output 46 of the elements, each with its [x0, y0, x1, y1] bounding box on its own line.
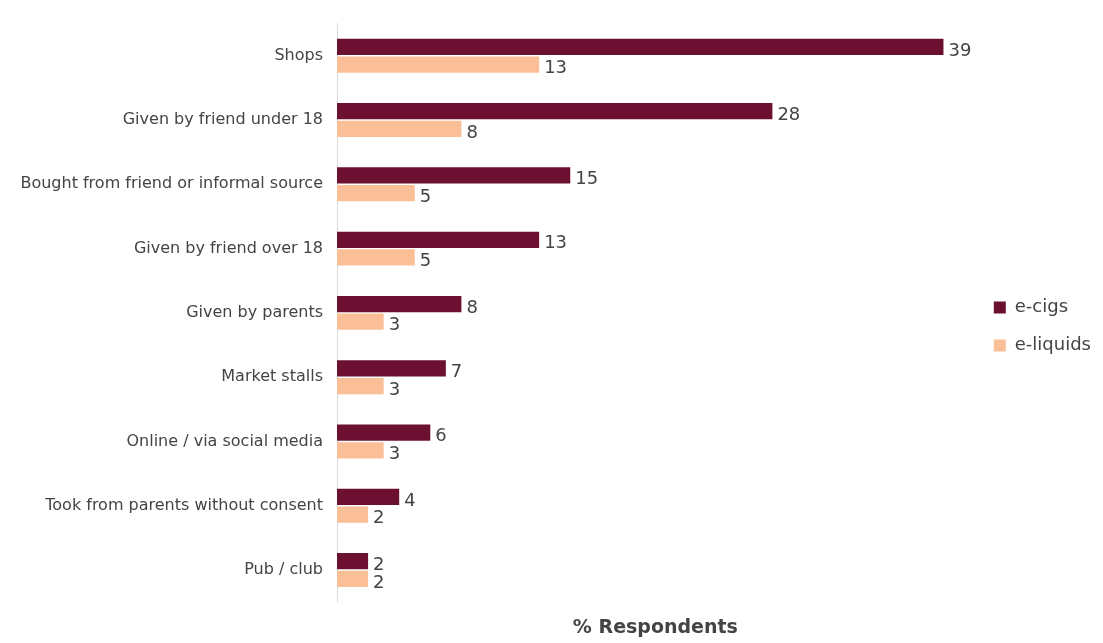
bar — [337, 38, 944, 56]
bar — [337, 231, 540, 248]
bar — [337, 442, 384, 459]
y-tick-label: Took from parents without consent — [44, 494, 323, 514]
y-tick-label: Given by friend under 18 — [122, 109, 323, 129]
data-label: 39 — [948, 38, 972, 60]
data-label: 15 — [575, 167, 599, 189]
bar — [337, 424, 431, 441]
bar — [337, 313, 384, 330]
data-label: 3 — [388, 377, 401, 399]
y-tick-label: Shops — [274, 44, 323, 64]
bar — [337, 553, 369, 570]
data-label: 7 — [450, 360, 463, 382]
bar — [337, 360, 446, 377]
y-tick-label: Online / via social media — [126, 430, 323, 450]
bar — [337, 488, 400, 506]
bar — [337, 249, 415, 266]
data-label: 28 — [777, 102, 801, 124]
legend-label: e-cigs — [1014, 295, 1069, 317]
bar — [337, 56, 540, 73]
x-axis-title: % Respondents — [572, 614, 738, 637]
legend-label: e-liquids — [1014, 333, 1092, 355]
bar — [337, 570, 369, 588]
y-tick-label: Given by friend over 18 — [133, 237, 323, 257]
data-label: 5 — [419, 249, 432, 271]
data-label: 8 — [466, 295, 478, 317]
bar — [337, 167, 571, 184]
data-label: 8 — [466, 120, 478, 142]
y-tick-label: Pub / club — [244, 559, 323, 579]
bar — [337, 185, 415, 202]
data-label: 5 — [419, 184, 432, 206]
data-label: 13 — [544, 231, 568, 253]
data-label: 13 — [544, 56, 568, 78]
data-label: 3 — [388, 441, 401, 463]
data-label: 6 — [435, 424, 447, 446]
bar — [337, 103, 773, 120]
data-label: 4 — [404, 488, 416, 510]
y-tick-label: Market stalls — [221, 366, 323, 386]
data-label: 2 — [373, 506, 385, 528]
bar — [337, 120, 462, 138]
y-tick-label: Given by parents — [186, 302, 323, 322]
bar — [337, 506, 369, 523]
bar — [337, 295, 462, 313]
y-tick-label: Bought from friend or informal source — [20, 173, 323, 193]
data-label: 3 — [388, 313, 401, 335]
bar — [337, 377, 384, 395]
